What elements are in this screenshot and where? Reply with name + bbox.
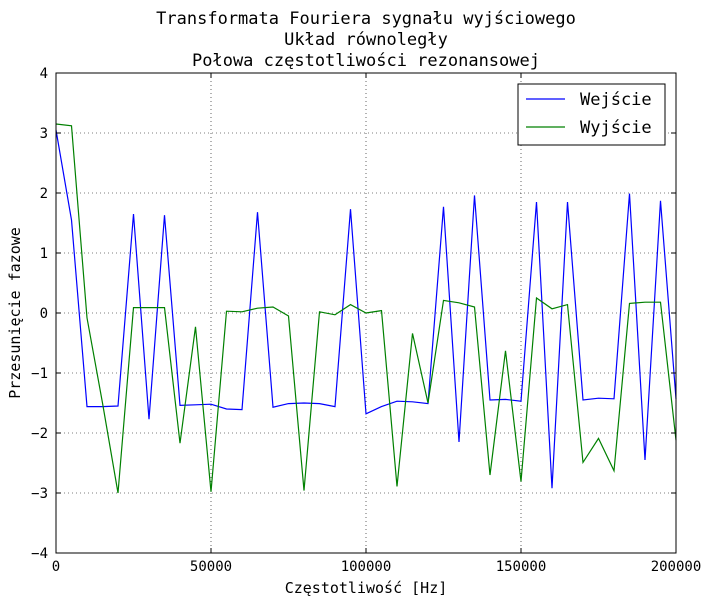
- x-axis-label: Częstotliwość [Hz]: [285, 579, 448, 597]
- legend-box: [517, 83, 666, 146]
- x-tick-label: 0: [52, 559, 60, 575]
- title-line-3: Połowa częstotliwości rezonansowej: [192, 51, 540, 71]
- y-tick-label: −1: [31, 366, 48, 382]
- legend-label-wejscie: Wejście: [580, 90, 652, 110]
- x-tick-label: 200000: [651, 559, 702, 575]
- x-tick-label: 50000: [190, 559, 232, 575]
- chart-title: Transformata Fouriera sygnału wyjścioweg…: [156, 9, 576, 71]
- series-line-wejscie: [55, 129, 677, 489]
- x-tick-label: 150000: [496, 559, 547, 575]
- y-tick-label: −4: [31, 546, 48, 562]
- y-axis-label: Przesunięcie fazowe: [6, 227, 24, 399]
- ticks: 0 50000 100000 150000 200000 −4 −3 −2 −1 0 1 2 3 4: [31, 66, 701, 575]
- y-tick-label: 0: [40, 306, 48, 322]
- series-layer: [55, 123, 677, 494]
- y-tick-label: 1: [40, 246, 48, 262]
- y-tick-label: 4: [40, 66, 48, 82]
- y-tick-label: 3: [40, 126, 48, 142]
- legend-label-wyjscie: Wyjście: [580, 118, 652, 138]
- y-tick-label: −2: [31, 426, 48, 442]
- y-tick-label: 2: [40, 186, 48, 202]
- x-tick-label: 100000: [341, 559, 392, 575]
- title-line-1: Transformata Fouriera sygnału wyjścioweg…: [156, 9, 576, 29]
- series-line-wyjscie: [55, 123, 677, 494]
- legend: Wejście Wyjście: [517, 83, 666, 146]
- title-line-2: Układ równoległy: [284, 30, 448, 50]
- y-tick-label: −3: [31, 486, 48, 502]
